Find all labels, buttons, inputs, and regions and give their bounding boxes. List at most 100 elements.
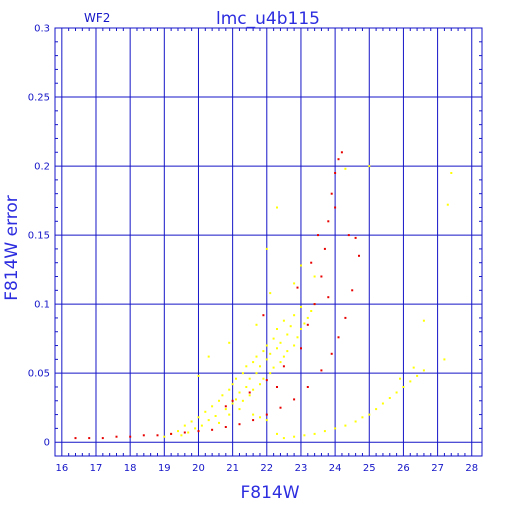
data-point — [231, 402, 234, 405]
data-point — [334, 206, 337, 209]
data-point — [218, 399, 220, 402]
y-tick-label: 0.25 — [28, 93, 50, 104]
data-point — [156, 434, 159, 437]
data-point — [293, 282, 296, 285]
data-point — [245, 365, 248, 368]
y-tick-label: 0.15 — [28, 231, 50, 242]
data-point — [310, 310, 313, 312]
y-tick-label: 0.1 — [34, 300, 50, 311]
x-tick-label: 21 — [226, 463, 239, 474]
x-axis-label: F814W — [240, 483, 299, 503]
data-point — [361, 416, 364, 419]
data-point — [211, 428, 214, 431]
data-point — [255, 372, 258, 375]
data-point — [200, 424, 203, 427]
x-tick-label: 17 — [90, 463, 103, 474]
data-point — [272, 337, 275, 340]
data-point — [265, 358, 268, 361]
data-point — [207, 355, 210, 358]
data-point — [276, 206, 278, 209]
data-point — [129, 435, 132, 438]
data-point — [375, 408, 378, 411]
data-point — [402, 386, 405, 388]
data-point — [296, 336, 299, 339]
data-point — [183, 431, 186, 434]
data-point — [327, 296, 330, 299]
data-point — [422, 369, 425, 372]
data-point — [238, 423, 241, 426]
data-point — [286, 350, 289, 353]
data-point — [334, 427, 337, 430]
data-point — [262, 314, 265, 317]
data-point — [279, 341, 282, 344]
data-point — [344, 167, 347, 170]
data-point — [368, 165, 371, 168]
data-point — [163, 435, 166, 438]
data-point — [381, 402, 384, 405]
data-point — [399, 377, 401, 380]
data-point — [344, 316, 347, 319]
data-point — [74, 437, 77, 440]
data-point — [197, 430, 200, 433]
data-point — [235, 377, 237, 380]
data-points — [74, 151, 453, 440]
data-point — [238, 408, 241, 411]
data-point — [313, 275, 316, 278]
data-point — [115, 435, 118, 438]
data-point — [450, 172, 453, 174]
y-tick-label: 0.3 — [34, 24, 50, 35]
chart-title: lmc_u4b115 — [216, 9, 320, 29]
data-point — [183, 424, 186, 427]
data-point — [259, 416, 261, 419]
data-point — [306, 316, 309, 319]
data-point — [395, 391, 398, 394]
data-point — [296, 286, 299, 289]
data-point — [262, 377, 265, 380]
data-point — [238, 391, 241, 394]
data-point — [330, 192, 333, 195]
data-point — [190, 420, 193, 423]
data-point — [262, 350, 265, 353]
data-point — [354, 236, 357, 239]
data-point — [320, 369, 323, 372]
data-point — [313, 432, 316, 435]
data-point — [337, 158, 340, 161]
data-point — [337, 336, 340, 339]
data-point — [286, 333, 289, 336]
data-point — [259, 383, 261, 386]
data-point — [300, 328, 302, 330]
data-point — [224, 426, 227, 428]
x-tick-label: 27 — [431, 463, 444, 474]
x-tick-label: 22 — [260, 463, 273, 474]
data-point — [340, 151, 343, 154]
data-point — [351, 289, 354, 292]
data-point — [241, 372, 244, 375]
data-point — [180, 434, 183, 437]
data-point — [224, 408, 227, 411]
data-point — [265, 419, 268, 422]
data-point — [142, 434, 145, 437]
data-point — [259, 365, 261, 368]
data-point — [276, 432, 278, 435]
data-point — [320, 275, 323, 278]
data-point — [347, 234, 350, 237]
data-point — [282, 355, 285, 358]
data-point — [231, 383, 234, 386]
data-point — [293, 398, 296, 401]
chart-subtitle: WF2 — [84, 11, 110, 25]
data-point — [252, 419, 255, 422]
data-point — [358, 254, 360, 257]
data-point — [409, 380, 412, 383]
data-point — [221, 394, 224, 397]
data-point — [276, 328, 278, 330]
x-tick-label: 26 — [397, 463, 410, 474]
data-point — [303, 322, 306, 325]
data-point — [265, 413, 268, 416]
data-point — [248, 377, 251, 380]
data-point — [330, 352, 333, 355]
y-tick-labels: 0 0.05 0.1 0.15 0.2 0.25 0.3 — [28, 24, 50, 449]
data-point — [289, 325, 292, 328]
data-point — [279, 406, 282, 409]
data-point — [303, 434, 306, 437]
